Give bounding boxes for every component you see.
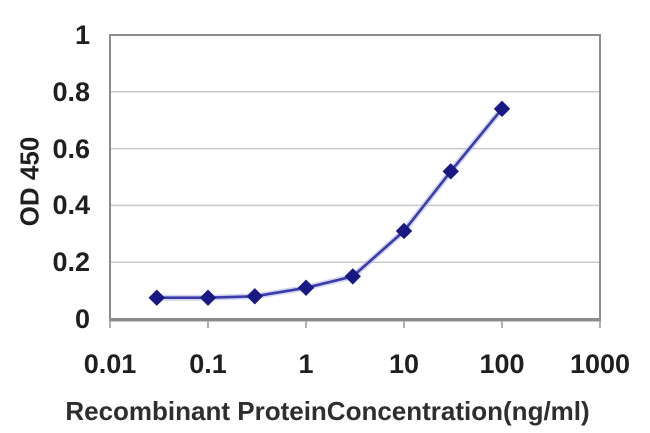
y-axis-title: OD 450 xyxy=(14,136,45,227)
series-line-halo xyxy=(156,106,505,301)
series-line xyxy=(156,107,504,300)
y-tick-label: 0.2 xyxy=(52,247,90,278)
y-tick-label: 1 xyxy=(74,20,90,50)
x-tick-label: 1000 xyxy=(569,349,631,379)
x-axis-title: Recombinant ProteinConcentration(ng/ml) xyxy=(65,396,590,426)
x-tick-label: 10 xyxy=(388,349,420,379)
data-point-diamond xyxy=(246,288,263,305)
x-tick-label: 1 xyxy=(298,349,314,379)
y-tick-label: 0 xyxy=(74,304,90,334)
y-tick-label: 0.6 xyxy=(52,133,90,164)
y-tick-label: 0.4 xyxy=(52,190,90,221)
x-tick-label: 100 xyxy=(479,349,525,379)
data-point-diamond xyxy=(297,279,315,296)
data-point-diamond xyxy=(442,163,459,180)
data-point-diamond xyxy=(493,100,511,118)
data-point-diamond xyxy=(344,268,361,285)
data-point-diamond xyxy=(199,289,217,306)
x-tick-label: 0.1 xyxy=(189,349,227,379)
y-tick-label: 0.8 xyxy=(52,76,90,107)
data-point-diamond xyxy=(148,289,165,306)
data-point-diamond xyxy=(395,222,413,240)
x-tick-label: 0.01 xyxy=(83,349,137,379)
